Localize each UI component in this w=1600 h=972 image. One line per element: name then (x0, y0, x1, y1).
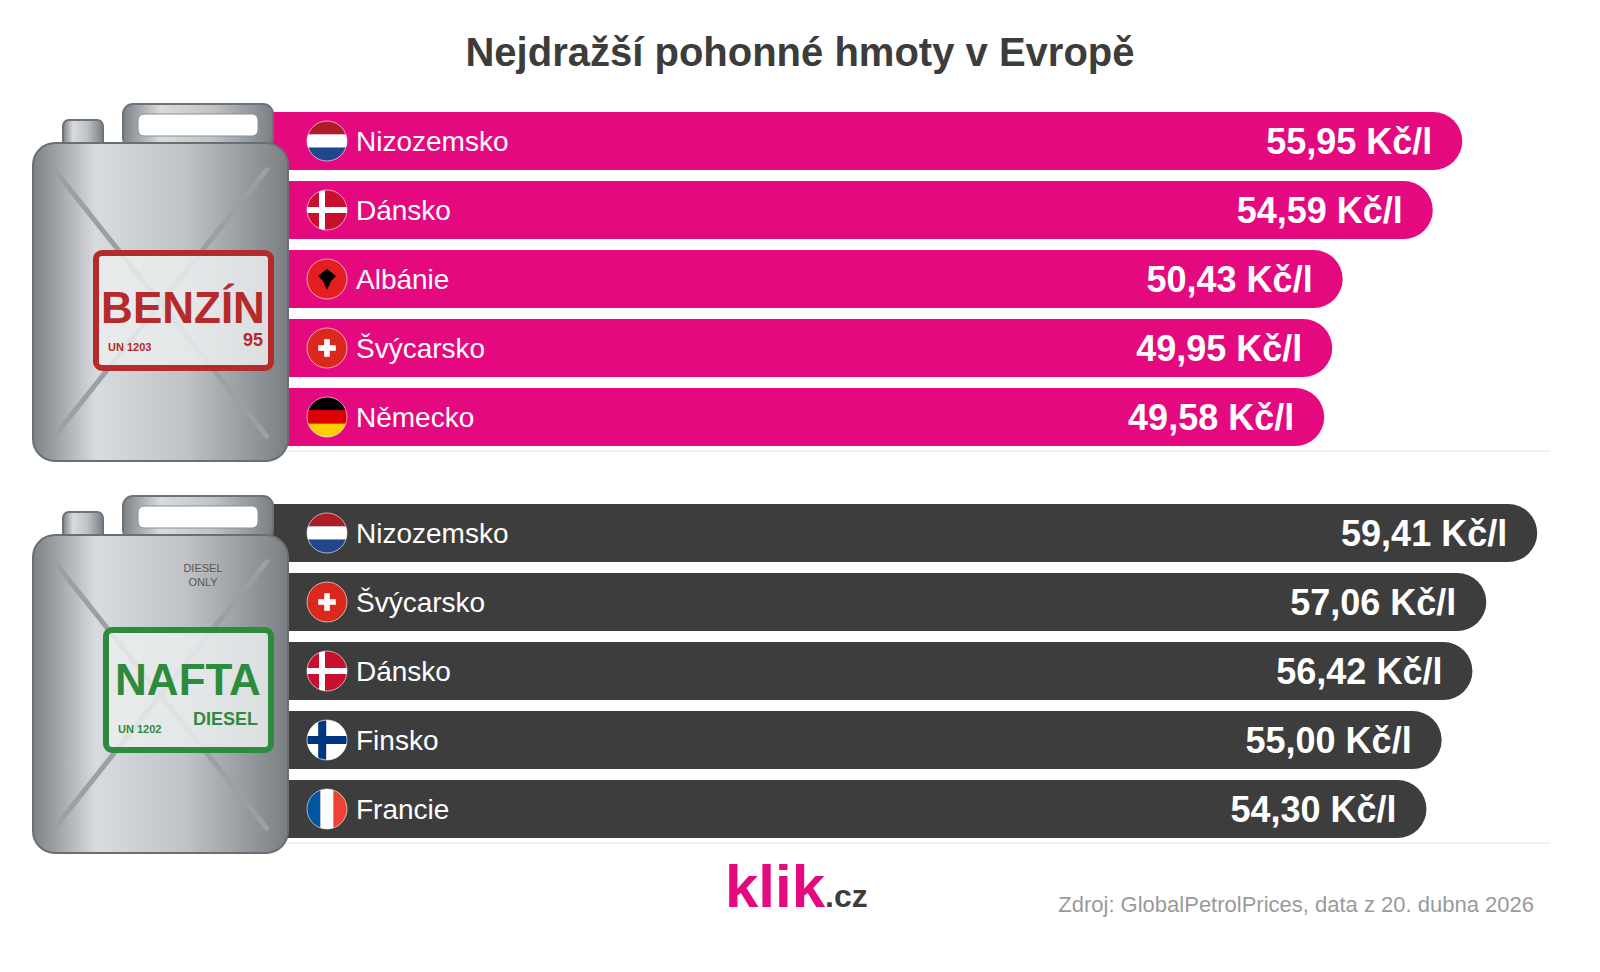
svg-text:Nizozemsko: Nizozemsko (356, 518, 508, 549)
svg-text:DIESEL: DIESEL (193, 709, 258, 729)
svg-text:95: 95 (243, 330, 263, 350)
svg-text:Švýcarsko: Švýcarsko (356, 333, 485, 364)
svg-text:ONLY: ONLY (188, 576, 218, 588)
svg-text:UN 1202: UN 1202 (118, 723, 161, 735)
html-text:klik.cz: klik.cz (725, 853, 868, 920)
svg-text:UN 1203: UN 1203 (108, 341, 151, 353)
svg-text:55,00 Kč/l: 55,00 Kč/l (1246, 720, 1412, 761)
svg-text:50,43 Kč/l: 50,43 Kč/l (1147, 259, 1313, 300)
svg-text:Francie: Francie (356, 794, 449, 825)
svg-text:54,59 Kč/l: 54,59 Kč/l (1237, 190, 1403, 231)
svg-text:Švýcarsko: Švýcarsko (356, 587, 485, 618)
svg-text:Dánsko: Dánsko (356, 195, 451, 226)
svg-text:59,41 Kč/l: 59,41 Kč/l (1341, 513, 1507, 554)
svg-text:Finsko: Finsko (356, 725, 438, 756)
svg-text:NAFTA: NAFTA (115, 655, 261, 704)
svg-text:BENZÍN: BENZÍN (101, 283, 265, 332)
svg-text:55,95 Kč/l: 55,95 Kč/l (1266, 121, 1432, 162)
svg-text:49,58 Kč/l: 49,58 Kč/l (1128, 397, 1294, 438)
svg-text:DIESEL: DIESEL (183, 562, 222, 574)
svg-text:Dánsko: Dánsko (356, 656, 451, 687)
svg-text:Nizozemsko: Nizozemsko (356, 126, 508, 157)
svg-text:Německo: Německo (356, 402, 474, 433)
html-text:Zdroj: GlobalPetrolPrices, dat: Zdroj: GlobalPetrolPrices, data z 20. du… (1058, 892, 1534, 917)
svg-text:56,42 Kč/l: 56,42 Kč/l (1276, 651, 1442, 692)
svg-text:54,30 Kč/l: 54,30 Kč/l (1230, 789, 1396, 830)
svg-text:Albánie: Albánie (356, 264, 449, 295)
svg-text:49,95 Kč/l: 49,95 Kč/l (1136, 328, 1302, 369)
html-text:Nejdražší pohonné hmoty v Evro: Nejdražší pohonné hmoty v Evropě (465, 30, 1135, 74)
svg-text:57,06 Kč/l: 57,06 Kč/l (1290, 582, 1456, 623)
